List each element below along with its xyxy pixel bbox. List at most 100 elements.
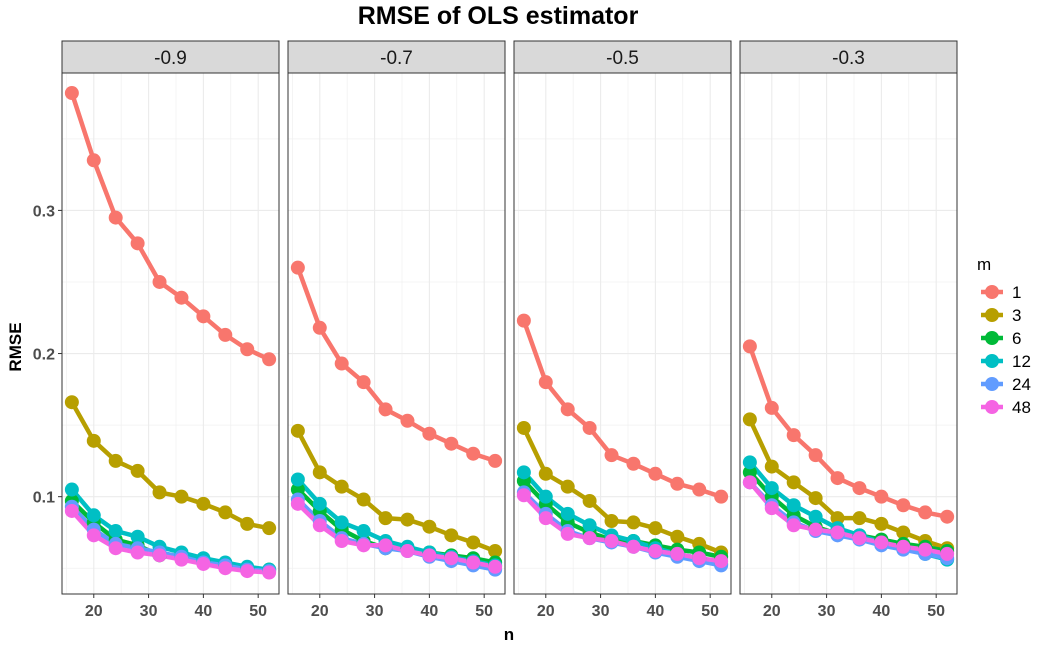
data-point-m48 <box>466 555 481 570</box>
data-point-m48 <box>918 542 933 557</box>
data-point-m48 <box>152 548 167 563</box>
data-point-m48 <box>262 565 277 580</box>
data-point-m3 <box>830 511 845 526</box>
data-point-m1 <box>538 375 553 390</box>
series-line-m12 <box>69 487 272 572</box>
x-tick-label: 40 <box>420 603 438 620</box>
legend-key-point <box>985 354 999 368</box>
data-point-m1 <box>830 471 845 486</box>
data-point-m12 <box>742 455 757 470</box>
panel-border <box>61 72 280 595</box>
data-point-m1 <box>64 86 79 101</box>
data-point-m3 <box>874 516 889 531</box>
data-point-m3 <box>422 519 437 534</box>
y-tick-label: 0.3 <box>33 203 55 220</box>
data-point-m3 <box>786 475 801 490</box>
data-point-m48 <box>874 535 889 550</box>
data-point-m1 <box>692 482 707 497</box>
legend-title: m <box>977 255 991 274</box>
x-tick-label: 30 <box>818 603 836 620</box>
data-point-m1 <box>400 413 415 428</box>
data-point-m48 <box>422 548 437 563</box>
series-line-m1 <box>295 265 498 464</box>
x-tick-label: 50 <box>927 603 945 620</box>
data-point-m12 <box>64 482 79 497</box>
data-point-m48 <box>538 511 553 526</box>
data-point-m3 <box>400 512 415 527</box>
data-point-m3 <box>174 489 189 504</box>
series-line-m3 <box>747 417 950 551</box>
data-point-m3 <box>290 423 305 438</box>
data-point-m48 <box>64 503 79 518</box>
data-point-m3 <box>560 479 575 494</box>
x-tick-label: 40 <box>872 603 890 620</box>
x-axis-label: n <box>504 625 514 644</box>
data-point-m48 <box>604 534 619 549</box>
x-tick-label: 20 <box>763 603 781 620</box>
legend-key-point <box>985 331 999 345</box>
data-point-m12 <box>582 518 597 533</box>
data-point-m3 <box>86 433 101 448</box>
data-point-m12 <box>516 465 531 480</box>
data-point-m1 <box>422 426 437 441</box>
x-tick-label: 50 <box>475 603 493 620</box>
series-line-m48 <box>69 508 272 575</box>
series-line-m3 <box>521 425 724 555</box>
data-point-m1 <box>312 320 327 335</box>
data-point-m48 <box>626 539 641 554</box>
data-point-m12 <box>786 498 801 513</box>
data-point-m1 <box>196 309 211 324</box>
data-point-m3 <box>538 466 553 481</box>
data-point-m1 <box>290 260 305 275</box>
data-point-m48 <box>130 545 145 560</box>
x-tick-label: 30 <box>140 603 158 620</box>
data-point-m1 <box>604 448 619 463</box>
data-point-m1 <box>582 420 597 435</box>
data-point-m48 <box>196 556 211 571</box>
data-point-m3 <box>378 511 393 526</box>
data-point-m3 <box>152 485 167 500</box>
data-point-m48 <box>174 552 189 567</box>
data-point-m1 <box>466 446 481 461</box>
series-line-m3 <box>69 399 272 531</box>
facet-panels: -0.9 20 30 40 50 0.1 0.2 0.3 -0.7 20 30 40 50 -0.5 20 3… <box>33 40 958 620</box>
data-point-m48 <box>378 538 393 553</box>
y-tick-label: 0.2 <box>33 347 55 364</box>
data-point-m3 <box>896 525 911 540</box>
data-point-m3 <box>742 412 757 427</box>
data-point-m1 <box>108 210 123 225</box>
data-point-m1 <box>786 428 801 443</box>
data-point-m1 <box>174 290 189 305</box>
data-point-m48 <box>808 522 823 537</box>
y-axis-label: RMSE <box>6 322 25 371</box>
series-line-m1 <box>747 344 950 519</box>
data-point-m12 <box>108 524 123 539</box>
data-point-m3 <box>444 528 459 543</box>
x-tick-label: 20 <box>537 603 555 620</box>
data-point-m48 <box>444 551 459 566</box>
data-point-m1 <box>940 509 955 524</box>
series-line-m48 <box>521 492 724 564</box>
data-point-m12 <box>130 529 145 544</box>
facet-panel--0.7: -0.7 20 30 40 50 <box>287 40 506 620</box>
data-point-m12 <box>86 508 101 523</box>
data-point-m1 <box>378 402 393 417</box>
data-point-m3 <box>240 516 255 531</box>
legend-label: 6 <box>1012 329 1021 348</box>
x-tick-label: 20 <box>85 603 103 620</box>
data-point-m1 <box>896 498 911 513</box>
data-point-m3 <box>196 496 211 511</box>
data-point-m3 <box>764 459 779 474</box>
legend: m 1 3 6 12 24 48 <box>977 255 1031 417</box>
x-tick-label: 40 <box>646 603 664 620</box>
data-point-m1 <box>626 456 641 471</box>
data-point-m1 <box>670 476 685 491</box>
panel-border <box>513 72 732 595</box>
facet-panel--0.3: -0.3 20 30 40 50 <box>739 40 958 620</box>
data-point-m1 <box>444 436 459 451</box>
data-point-m3 <box>64 395 79 410</box>
data-point-m3 <box>808 491 823 506</box>
data-point-m12 <box>764 481 779 496</box>
series-line-m3 <box>295 428 498 554</box>
